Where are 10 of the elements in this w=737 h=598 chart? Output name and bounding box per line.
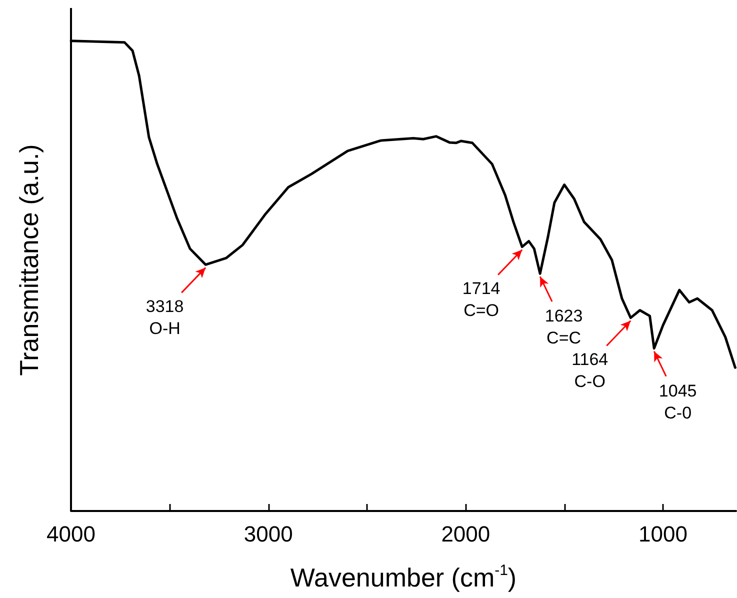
- x-tick-label: 4000: [46, 522, 96, 546]
- annotation: 1714 C=O: [462, 279, 500, 320]
- x-tick-label: 1000: [638, 522, 688, 546]
- annotation: 1045 C-0: [658, 381, 697, 422]
- annotation: 3318 O-H: [146, 297, 184, 338]
- x-tick-label: 3000: [244, 522, 293, 546]
- annotation: 1623 C=C: [544, 306, 583, 348]
- y-axis-title: Transmittance (a.u.): [14, 144, 44, 376]
- x-tick-label: 2000: [441, 522, 490, 546]
- annotation: 1164 C-O: [572, 350, 608, 392]
